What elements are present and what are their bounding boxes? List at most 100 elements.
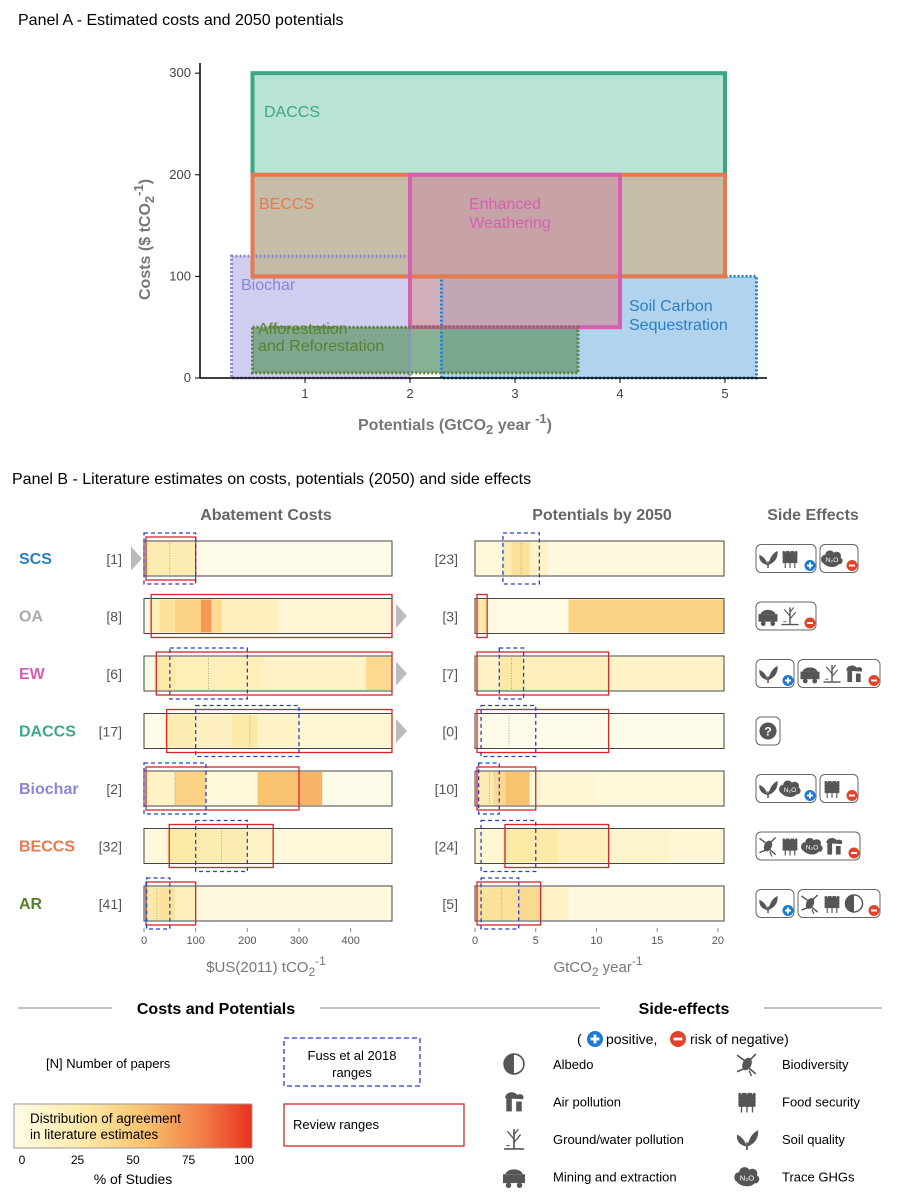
potentials-strip-bg bbox=[475, 713, 724, 749]
costs-density-band bbox=[231, 714, 258, 748]
potentials-density-band bbox=[540, 887, 569, 920]
food-security-icon bbox=[824, 895, 840, 914]
costs-npapers-ew: [6] bbox=[106, 666, 122, 682]
potentials-density-band bbox=[608, 657, 724, 690]
air-pollution-icon bbox=[826, 838, 843, 855]
costs-npapers-ar: [41] bbox=[99, 896, 122, 912]
panel-a-y-tick-label: 100 bbox=[169, 268, 191, 283]
legend-side-item-trace-ghgs: Trace GHGs bbox=[782, 1170, 855, 1185]
positive-badge-icon bbox=[782, 905, 794, 916]
potentials-density-band bbox=[568, 887, 724, 920]
panel-a-y-tick-label: 300 bbox=[169, 65, 191, 80]
side-effects-beccs: N₂O bbox=[755, 831, 861, 861]
panel-a-label-weathering: Weathering bbox=[469, 215, 551, 232]
costs-axis-label: $US(2011) tCO2-1 bbox=[206, 954, 326, 979]
legend-side-item-air-pollution: Air pollution bbox=[553, 1095, 621, 1110]
negative-badge-icon bbox=[848, 847, 860, 859]
side-effects-ew bbox=[755, 659, 881, 688]
panel-a-y-tick-label: 0 bbox=[184, 370, 191, 385]
potentials-strip-frame bbox=[474, 713, 725, 749]
potentials-density-band bbox=[547, 542, 724, 575]
biodiversity-icon bbox=[759, 836, 777, 857]
costs-row-ew bbox=[143, 647, 393, 700]
potentials-density-band bbox=[529, 772, 597, 805]
legend-gradient-tick: 0 bbox=[19, 1153, 26, 1167]
side-effects-scs: N₂O bbox=[755, 544, 859, 573]
panel-a-fill-enhanced-weathering bbox=[410, 174, 620, 328]
biodiversity-icon bbox=[736, 1053, 757, 1077]
negative-badge-icon bbox=[846, 560, 858, 571]
legend-npapers: [N] Number of papers bbox=[46, 1056, 171, 1071]
air-pollution-icon bbox=[846, 665, 863, 683]
costs-density-band bbox=[195, 887, 392, 920]
costs-density-band bbox=[200, 829, 248, 863]
potentials-density-band bbox=[669, 829, 724, 863]
costs-fuss-range bbox=[195, 819, 248, 873]
panel-a-outline-afforestation-and-reforestation bbox=[251, 325, 580, 375]
potentials-row-scs bbox=[474, 532, 725, 585]
legend-agreement-gradient bbox=[13, 1103, 253, 1149]
legend-negative-badge bbox=[670, 1031, 686, 1047]
legend-negative-label: risk of negative) bbox=[690, 1031, 789, 1047]
legend-review-box bbox=[283, 1103, 465, 1147]
potentials-density-band bbox=[502, 542, 512, 575]
costs-review-range bbox=[145, 766, 300, 811]
potentials-npapers-oa: [3] bbox=[442, 609, 458, 625]
potentials-density-band bbox=[523, 657, 609, 690]
legend-side-item-albedo: Albedo bbox=[553, 1057, 593, 1072]
panel-b-chart: SCS [1] OA [8] EW [6] DACCS [17] Biochar [2] BECCS… bbox=[19, 532, 881, 947]
costs-row-daccs bbox=[143, 704, 393, 758]
legend-side-effects-title: Side-effects bbox=[639, 1001, 730, 1018]
mining-icon bbox=[758, 609, 778, 626]
potentials-review-range bbox=[476, 593, 488, 639]
costs-x-tick-label: 300 bbox=[290, 935, 308, 947]
ground-water-pollution-icon bbox=[781, 607, 799, 626]
row-code-ar: AR bbox=[19, 896, 43, 913]
trace-ghgs-icon: N₂O bbox=[734, 1167, 760, 1187]
albedo-icon bbox=[503, 1053, 525, 1075]
potentials-x-tick-label: 0 bbox=[472, 935, 478, 947]
costs-density-band bbox=[278, 599, 392, 633]
potentials-strip-frame bbox=[474, 540, 725, 577]
legend-gradient-tick: 50 bbox=[126, 1153, 140, 1167]
soil-quality-icon bbox=[759, 665, 778, 683]
legend-fuss-box bbox=[283, 1037, 421, 1087]
potentials-row-oa bbox=[474, 593, 725, 639]
potentials-x-tick-label: 15 bbox=[651, 935, 663, 947]
costs-density-band bbox=[175, 599, 201, 633]
costs-density-band bbox=[200, 599, 212, 633]
costs-npapers-oa: [8] bbox=[106, 609, 122, 625]
air-pollution-icon bbox=[505, 1092, 524, 1112]
costs-density-band bbox=[159, 887, 175, 920]
costs-density-band bbox=[175, 772, 206, 805]
panel-a-x-tick-label: 4 bbox=[616, 386, 623, 401]
costs-npapers-biochar: [2] bbox=[106, 781, 122, 797]
costs-density-band bbox=[195, 714, 232, 748]
potentials-density-band bbox=[505, 772, 530, 805]
potentials-row-daccs bbox=[474, 704, 725, 758]
col-header-potentials: Potentials by 2050 bbox=[532, 507, 672, 524]
costs-strip-frame bbox=[143, 770, 393, 807]
potentials-review-range bbox=[476, 708, 610, 754]
svg-text:N₂O: N₂O bbox=[784, 787, 797, 794]
potentials-strip-frame bbox=[474, 885, 725, 922]
costs-fuss-range bbox=[143, 532, 197, 585]
panel-a-chart: 1 2 3 4 5 0 100 200 300 DACCS BECCS Enhanced Weather… bbox=[169, 63, 767, 401]
potentials-density-band bbox=[487, 599, 569, 633]
svg-text:N₂O: N₂O bbox=[806, 844, 819, 851]
panel-a-x-tick-label: 2 bbox=[406, 386, 413, 401]
potentials-fuss-range bbox=[498, 647, 525, 700]
costs-left-arrow bbox=[131, 546, 142, 571]
biodiversity-icon bbox=[801, 894, 819, 915]
costs-density-band bbox=[221, 599, 279, 633]
potentials-density-band bbox=[511, 542, 530, 575]
legend-pos-neg: ( positive, risk of negative) bbox=[577, 1031, 789, 1047]
negative-badge-icon bbox=[868, 905, 880, 916]
costs-density-band bbox=[366, 657, 392, 690]
potentials-review-range bbox=[476, 651, 610, 696]
costs-density-band bbox=[247, 829, 274, 863]
legend-side-item-mining: Mining and extraction bbox=[553, 1170, 677, 1185]
potentials-fuss-range bbox=[502, 532, 541, 585]
svg-text:Costs ($ tCO2-1): Costs ($ tCO2-1) bbox=[131, 179, 157, 300]
costs-density-band bbox=[164, 714, 196, 748]
